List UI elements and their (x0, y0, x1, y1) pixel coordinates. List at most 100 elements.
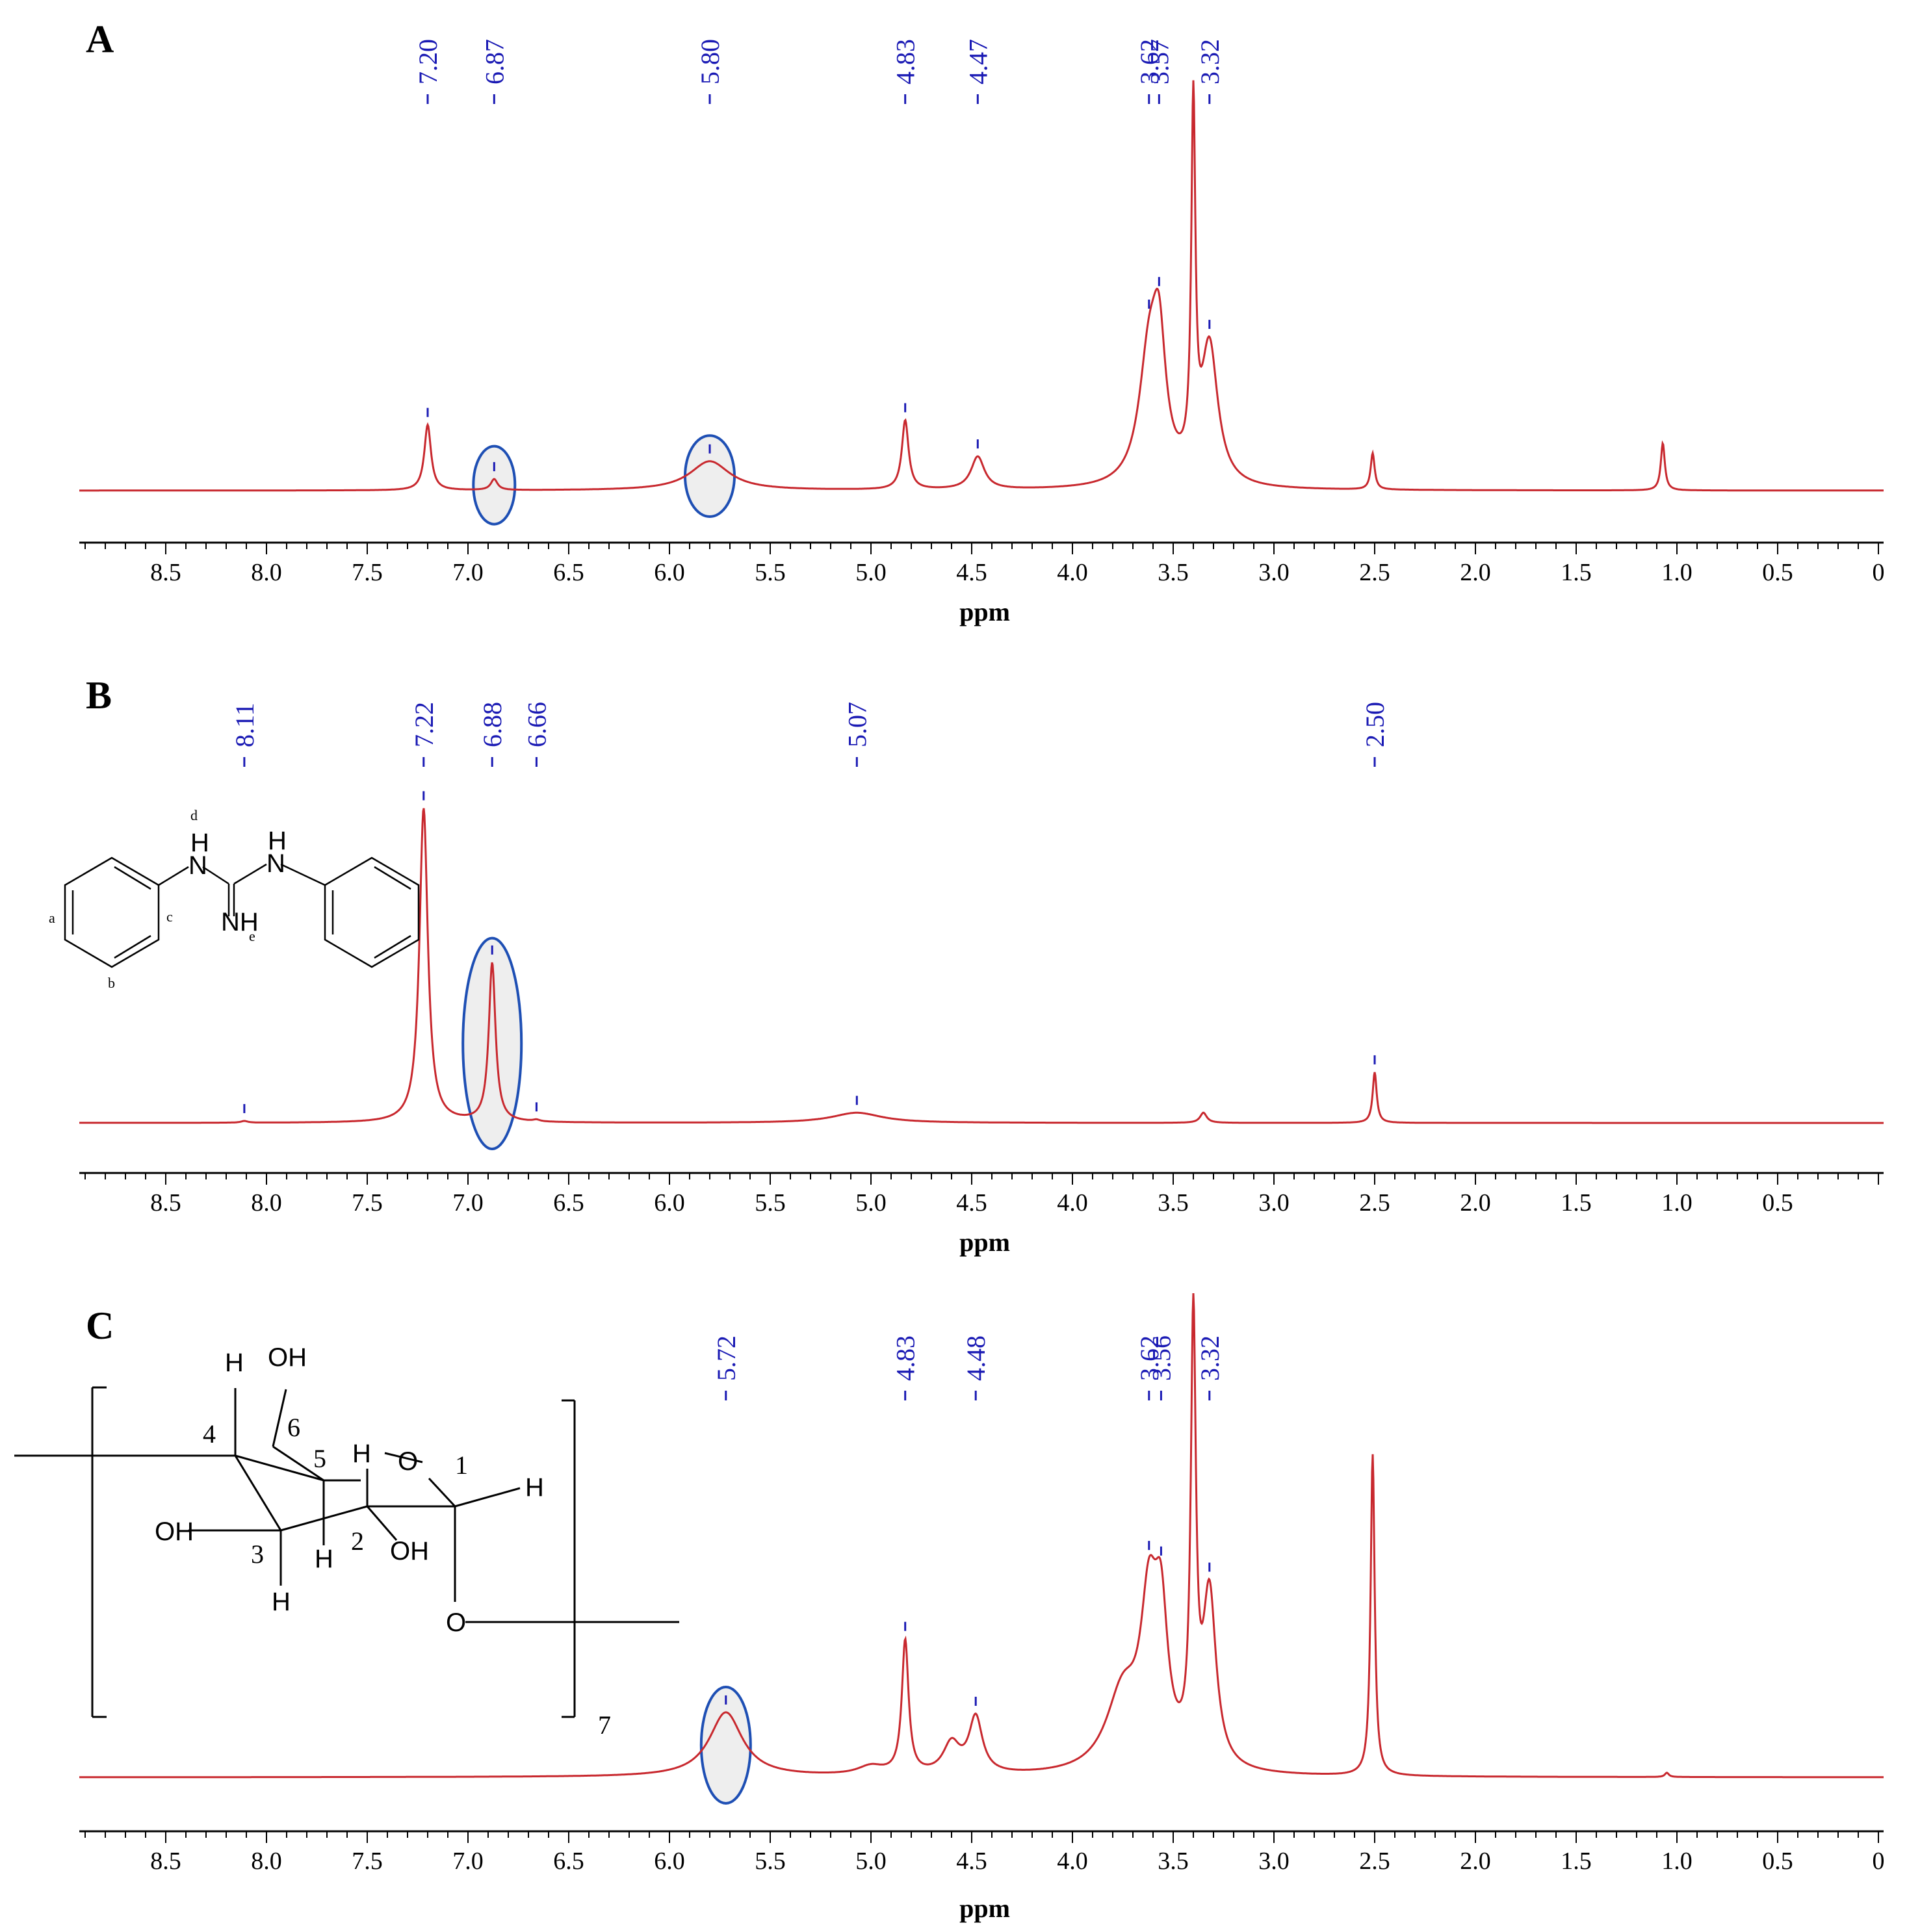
peak-markers-b: 8.11 7.22 6.88 6.66 5.07 2.50 (230, 702, 1390, 1113)
carbon-3: 3 (251, 1539, 264, 1569)
carbon-6: 6 (287, 1413, 300, 1442)
x-tick-label: 3.5 (1158, 1848, 1189, 1875)
x-tick-label: 8.5 (150, 1189, 181, 1217)
peak-markers-c: 5.72 4.83 4.48 3.623.56 3.32 (712, 1335, 1225, 1706)
carbon-5: 5 (313, 1444, 326, 1473)
x-tick-label: 5.0 (855, 559, 887, 586)
spectrum-line-c (79, 1293, 1884, 1779)
x-tick-label: 0 (1873, 559, 1885, 586)
peak-label: 7.20 (413, 39, 443, 84)
x-tick-label: 6.0 (654, 559, 685, 586)
x-tick-label: 1.0 (1661, 1848, 1693, 1875)
x-tick-label: 7.5 (352, 1189, 383, 1217)
atom-h-right: H (268, 827, 287, 855)
x-tick-label: 7.0 (452, 559, 484, 586)
x-tick-label: 4.5 (956, 559, 987, 586)
x-tick-label: 2.0 (1460, 1848, 1491, 1875)
atom-h-c2: H (315, 1545, 333, 1573)
x-tick-label: 1.5 (1561, 559, 1592, 586)
peak-label: 3.56 (1147, 1335, 1176, 1381)
x-tick-label: 7.0 (452, 1848, 484, 1875)
x-tick-label: 7.5 (352, 559, 383, 586)
x-tick-label: 8.0 (251, 1848, 282, 1875)
peak-label: 5.07 (842, 702, 872, 747)
peak-label: 5.72 (712, 1335, 741, 1381)
x-tick-label: 8.0 (251, 559, 282, 586)
peak-markers-a: 7.20 6.87 5.80 4.83 4.47 3.623.57 3.32 (413, 39, 1225, 472)
x-tick-label: 6.5 (553, 559, 584, 586)
x-tick-label: 3.0 (1258, 1189, 1290, 1217)
peak-label: 3.32 (1195, 39, 1225, 84)
atom-oh-c3: OH (155, 1517, 194, 1546)
carbon-2: 2 (351, 1526, 364, 1556)
benzene-ring-left (64, 857, 160, 968)
x-tick-label: 8.5 (150, 1848, 181, 1875)
peak-label: 3.32 (1195, 1335, 1225, 1381)
x-axis-b: 8.5 8.0 7.5 7.0 6.5 6.0 5.5 5.0 4.5 4.0 3.5 3.0 2.5 2… (79, 1172, 1884, 1217)
atom-h-c1: H (525, 1473, 544, 1502)
x-tick-label: 1.5 (1561, 1189, 1592, 1217)
x-tick-label: 4.0 (1057, 1848, 1088, 1875)
panel-a: A 7.20 6.87 5.80 4.83 4.47 3.623.57 3.32 8.5 8.… (79, 18, 1885, 626)
x-tick-label: 6.5 (553, 1848, 584, 1875)
highlight-ellipse (461, 936, 523, 1151)
x-tick-label: 5.5 (755, 559, 786, 586)
label-c: c (166, 908, 173, 925)
highlight-circles-b (461, 936, 523, 1151)
atom-h-left: H (190, 829, 209, 857)
label-d: d (190, 807, 198, 823)
peak-label: 6.88 (478, 702, 507, 747)
x-tick-label: 2.0 (1460, 559, 1491, 586)
label-a: a (49, 910, 55, 926)
atom-ring-o: O (398, 1447, 418, 1476)
x-tick-label: 6.5 (553, 1189, 584, 1217)
atom-h-c4: H (225, 1348, 244, 1377)
chemical-structure-b (64, 857, 420, 968)
x-tick-label: 2.5 (1359, 559, 1390, 586)
x-tick-label: 0.5 (1762, 559, 1793, 586)
x-tick-label: 5.5 (755, 1189, 786, 1217)
x-tick-label: 5.5 (755, 1848, 786, 1875)
x-axis-label-a: ppm (959, 597, 1010, 626)
atom-oh-c2: OH (390, 1537, 429, 1565)
x-tick-label: 1.0 (1661, 1189, 1693, 1217)
highlight-ellipse (699, 1686, 752, 1805)
peak-label: 4.83 (891, 1335, 920, 1381)
peak-label: 6.87 (480, 39, 509, 84)
x-tick-label: 3.0 (1258, 1848, 1290, 1875)
x-tick-label: 4.0 (1057, 1189, 1088, 1217)
x-tick-label: 1.5 (1561, 1848, 1592, 1875)
chemical-structure-c (14, 1386, 679, 1718)
highlight-circles-a (472, 434, 736, 526)
x-tick-label: 2.0 (1460, 1189, 1491, 1217)
spectrum-line-a (79, 80, 1884, 492)
x-tick-label: 7.0 (452, 1189, 484, 1217)
peak-label: 2.50 (1360, 702, 1390, 747)
x-axis-c: 8.5 8.0 7.5 7.0 6.5 6.0 5.5 5.0 4.5 4.0 3.5 3.0 2.5 2… (79, 1830, 1885, 1875)
atom-nh: NH (221, 908, 259, 936)
atom-h-c5: H (352, 1439, 371, 1468)
atom-oh-c6: OH (268, 1343, 307, 1372)
x-tick-label: 5.0 (855, 1189, 887, 1217)
x-tick-label: 8.0 (251, 1189, 282, 1217)
peak-label: 3.62 (1135, 1335, 1164, 1381)
x-tick-label: 3.5 (1158, 559, 1189, 586)
atom-n-left: N (188, 851, 207, 880)
x-tick-label: 3.5 (1158, 1189, 1189, 1217)
peak-label: 7.22 (409, 702, 439, 747)
highlight-circles-c (699, 1686, 752, 1805)
panel-c: C 5.72 4.83 4.48 3.623.56 3.32 8.5 8.0 7.5 7.0 6… (14, 1293, 1885, 1923)
x-tick-label: 4.5 (956, 1848, 987, 1875)
x-tick-label: 8.5 (150, 559, 181, 586)
panel-letter-b: B (86, 674, 112, 717)
atom-h-c3: H (272, 1588, 291, 1616)
carbon-1: 1 (455, 1450, 468, 1480)
x-tick-label: 4.0 (1057, 559, 1088, 586)
panel-b: B 8.11 7.22 6.88 6.66 5.07 2.50 8.5 8.0 7.5 7.0 6… (49, 674, 1884, 1257)
x-axis-a: 8.5 8.0 7.5 7.0 6.5 6.0 5.5 5.0 4.5 4.0 3.5 3.0 2.5 2… (79, 541, 1885, 586)
panel-letter-a: A (86, 18, 114, 60)
x-tick-label: 2.5 (1359, 1848, 1390, 1875)
highlight-ellipse (472, 444, 517, 526)
x-tick-label: 1.0 (1661, 559, 1693, 586)
